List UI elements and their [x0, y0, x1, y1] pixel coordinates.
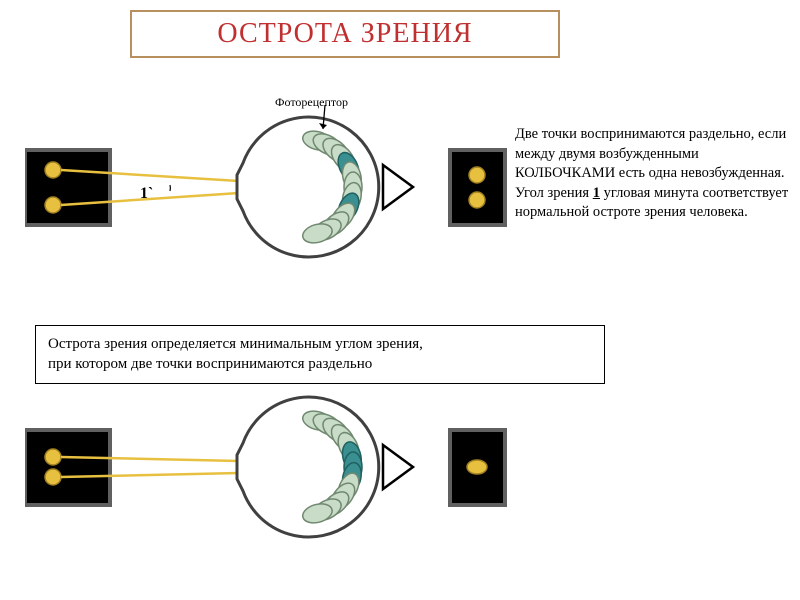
def-line1: Острота зрения определяется минимальным … — [48, 334, 592, 354]
explain-line1: Две точки воспринимаются раздельно, если… — [515, 126, 786, 181]
diagram-unresolved — [25, 385, 515, 585]
page-title: ОСТРОТА ЗРЕНИЯ — [217, 18, 472, 50]
explanation-text: Две точки воспринимаются раздельно, если… — [515, 125, 790, 223]
diagram-resolved — [25, 105, 515, 305]
def-line2: при котором две точки воспринимаются раз… — [48, 354, 592, 374]
title-box: ОСТРОТА ЗРЕНИЯ — [130, 10, 560, 58]
explain-line2a: Угол зрения — [515, 185, 593, 201]
definition-box: Острота зрения определяется минимальным … — [35, 325, 605, 384]
explain-bold: 1 — [593, 185, 600, 201]
